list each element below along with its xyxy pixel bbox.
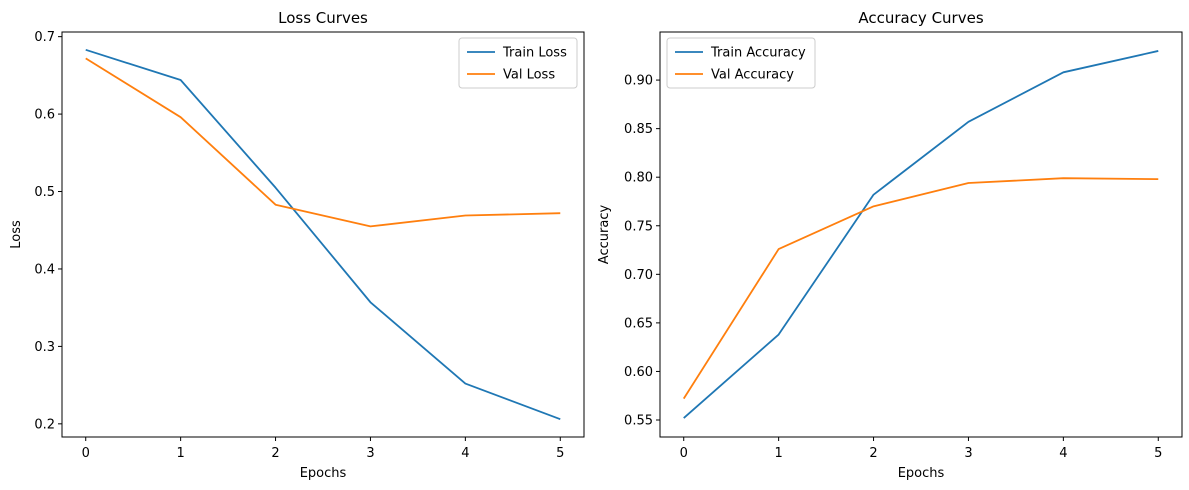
loss-y-axis-label: Loss [9, 220, 24, 249]
loss-x-tick-label: 5 [556, 446, 564, 461]
loss-plot-frame [61, 31, 585, 438]
accuracy-y-tick-label: 0.75 [624, 219, 653, 234]
loss-legend-label: Train Loss [502, 46, 567, 61]
accuracy-legend-label: Train Accuracy [710, 46, 806, 61]
loss-y-tick-label: 0.3 [34, 340, 55, 355]
accuracy-y-tick-label: 0.90 [624, 74, 653, 89]
loss-legend: Train Loss Val Loss [458, 37, 578, 89]
accuracy-legend-box [666, 37, 816, 89]
accuracy-series-train-accuracy-line [683, 50, 1159, 419]
accuracy-x-tick-label: 0 [680, 446, 688, 461]
loss-x-tick-label: 3 [366, 446, 374, 461]
loss-legend-label: Val Loss [503, 68, 555, 83]
loss-chart-title: Loss Curves [278, 9, 368, 27]
accuracy-y-tick-label: 0.80 [624, 171, 653, 186]
loss-series-val-loss-line [85, 57, 561, 228]
accuracy-legend: Train Accuracy Val Accuracy [666, 37, 816, 89]
accuracy-plot-frame [659, 31, 1183, 438]
loss-y-tick-label: 0.4 [34, 262, 55, 277]
loss-x-tick-label: 1 [176, 446, 184, 461]
loss-x-tick-label: 2 [271, 446, 279, 461]
accuracy-y-tick-label: 0.55 [624, 414, 653, 429]
loss-chart: Loss Curves Epochs Loss 0 1 2 3 4 5 0.2 0.3 0.4 0… [9, 9, 585, 481]
accuracy-x-tick-label: 4 [1059, 446, 1067, 461]
loss-y-tick-label: 0.6 [34, 108, 55, 123]
accuracy-x-tick-label: 5 [1154, 446, 1162, 461]
accuracy-y-axis-label: Accuracy [597, 205, 612, 265]
accuracy-x-axis-label: Epochs [898, 466, 945, 481]
loss-x-tick-label: 0 [82, 446, 90, 461]
accuracy-x-tick-label: 1 [774, 446, 782, 461]
loss-y-tick-label: 0.5 [34, 185, 55, 200]
accuracy-y-tick-label: 0.65 [624, 316, 653, 331]
accuracy-series-val-accuracy-line [682, 177, 1159, 400]
loss-legend-box [458, 37, 578, 89]
accuracy-x-tick-label: 2 [869, 446, 877, 461]
accuracy-chart: Accuracy Curves Epochs Accuracy 0 1 2 3 4 5 0.… [597, 9, 1183, 481]
loss-x-axis-label: Epochs [300, 466, 347, 481]
loss-y-tick-label: 0.2 [34, 417, 55, 432]
accuracy-y-tick-label: 0.60 [624, 365, 653, 380]
accuracy-chart-title: Accuracy Curves [858, 9, 984, 27]
loss-series-train-loss-line [85, 48, 561, 421]
accuracy-legend-label: Val Accuracy [711, 68, 794, 83]
loss-x-tick-label: 4 [461, 446, 469, 461]
accuracy-x-tick-label: 3 [964, 446, 972, 461]
accuracy-y-tick-label: 0.85 [624, 122, 653, 137]
loss-y-tick-label: 0.7 [34, 30, 55, 45]
accuracy-y-tick-label: 0.70 [624, 268, 653, 283]
